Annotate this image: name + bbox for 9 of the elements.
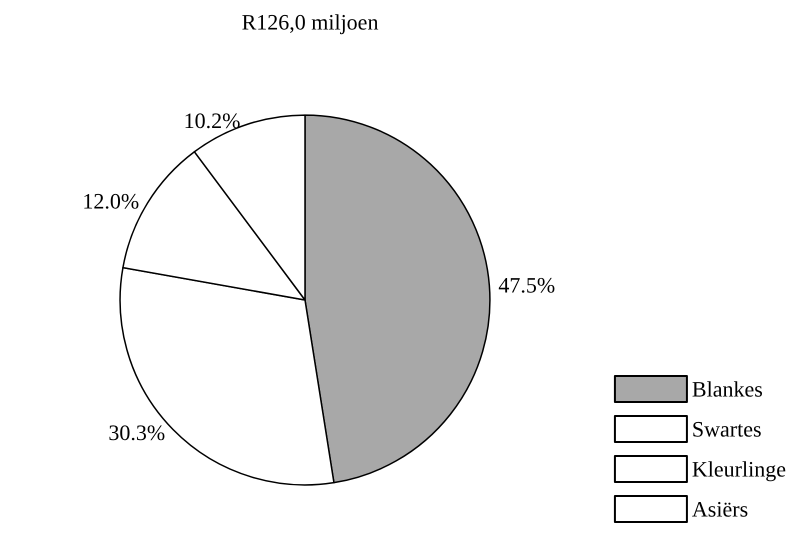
legend-label: Swartes xyxy=(692,416,762,442)
data-label: 10.2% xyxy=(184,108,240,134)
legend-label: Blankes xyxy=(692,376,763,402)
data-label: 12.0% xyxy=(82,188,140,214)
legend-label: Asiërs xyxy=(692,496,748,522)
data-label: 47.5% xyxy=(498,272,556,298)
chart-title: R126,0 miljoen xyxy=(242,10,378,34)
legend-label: Kleurlinge xyxy=(692,456,786,482)
data-label: 30.3% xyxy=(108,420,166,445)
